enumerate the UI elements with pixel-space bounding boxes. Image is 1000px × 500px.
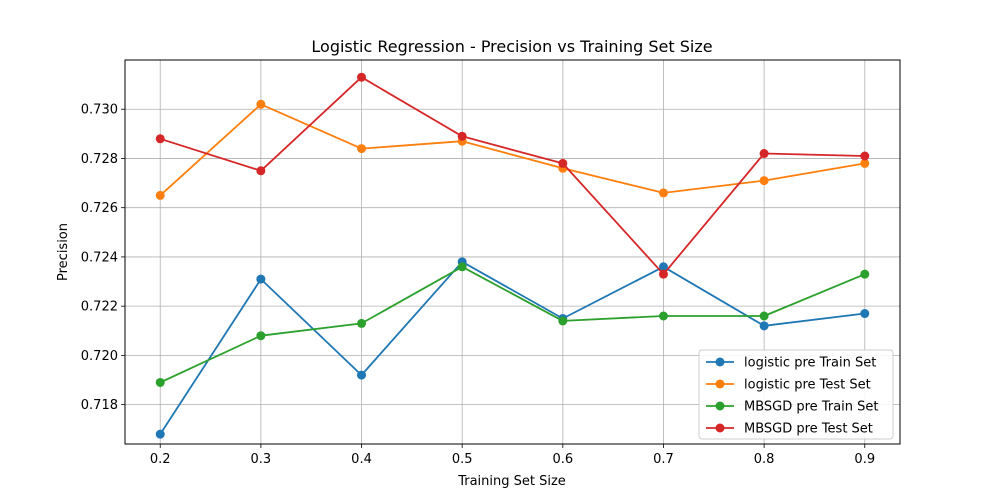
series-group (155, 72, 870, 439)
data-point (155, 190, 165, 200)
y-axis: 0.718 0.720 0.722 0.724 0.726 0.728 0.730 (81, 103, 125, 413)
data-point (256, 274, 266, 284)
series-line (159, 265, 866, 384)
legend-item: logistic pre Test Set (706, 378, 871, 393)
legend-label: MBSGD pre Train Set (744, 400, 879, 415)
y-tick-label: 0.720 (81, 349, 118, 364)
data-point (155, 429, 165, 439)
data-point (860, 151, 870, 161)
legend-marker (715, 423, 725, 433)
data-point (658, 262, 668, 272)
x-tick-label: 0.8 (754, 452, 775, 467)
y-tick-label: 0.730 (81, 103, 118, 118)
series-3 (155, 72, 870, 279)
legend-marker (715, 401, 725, 411)
data-point (357, 370, 367, 380)
legend: logistic pre Train Set logistic pre Test … (698, 349, 894, 440)
data-point (558, 158, 568, 168)
legend-label: logistic pre Test Set (744, 378, 871, 393)
legend-box (698, 349, 894, 440)
y-tick-label: 0.724 (81, 250, 118, 265)
data-point (357, 72, 367, 82)
data-point (357, 144, 367, 154)
data-point (860, 158, 870, 168)
data-point (256, 331, 266, 341)
legend-item: MBSGD pre Test Set (706, 422, 873, 437)
x-tick-label: 0.4 (351, 452, 372, 467)
legend-label: MBSGD pre Test Set (744, 422, 873, 437)
data-point (457, 262, 467, 272)
data-point (256, 99, 266, 109)
data-point (759, 149, 769, 159)
data-point (860, 309, 870, 319)
legend-marker (715, 379, 725, 389)
data-point (759, 176, 769, 186)
y-tick-label: 0.718 (81, 398, 118, 413)
data-point (658, 188, 668, 198)
legend-item: logistic pre Train Set (706, 356, 876, 371)
data-point (658, 311, 668, 321)
x-axis-label: Training Set Size (457, 474, 566, 489)
x-tick-label: 0.2 (150, 452, 171, 467)
chart-title: Logistic Regression - Precision vs Train… (311, 37, 712, 56)
plot-area (124, 59, 901, 445)
data-point (155, 377, 165, 387)
data-point (759, 321, 769, 331)
x-tick-label: 0.6 (552, 452, 573, 467)
data-point (457, 131, 467, 141)
legend-item: MBSGD pre Train Set (706, 400, 879, 415)
data-point (759, 311, 769, 321)
data-point (558, 316, 568, 326)
data-point (357, 318, 367, 328)
series-1 (155, 99, 870, 200)
series-line (159, 76, 865, 276)
x-axis: 0.2 0.3 0.4 0.5 0.6 0.7 0.8 0.9 (150, 444, 875, 467)
y-tick-label: 0.728 (81, 152, 118, 167)
y-tick-label: 0.726 (81, 201, 118, 216)
y-axis-label: Precision (56, 223, 71, 281)
y-tick-label: 0.722 (81, 300, 118, 315)
x-tick-label: 0.3 (251, 452, 272, 467)
data-point (860, 269, 870, 279)
data-point (658, 269, 668, 279)
series-line (159, 103, 865, 197)
data-point (256, 166, 266, 176)
legend-label: logistic pre Train Set (744, 356, 876, 371)
x-tick-label: 0.5 (452, 452, 473, 467)
data-point (155, 134, 165, 144)
x-tick-label: 0.9 (854, 452, 875, 467)
x-tick-label: 0.7 (653, 452, 674, 467)
series-2 (155, 262, 870, 387)
legend-marker (715, 357, 725, 367)
